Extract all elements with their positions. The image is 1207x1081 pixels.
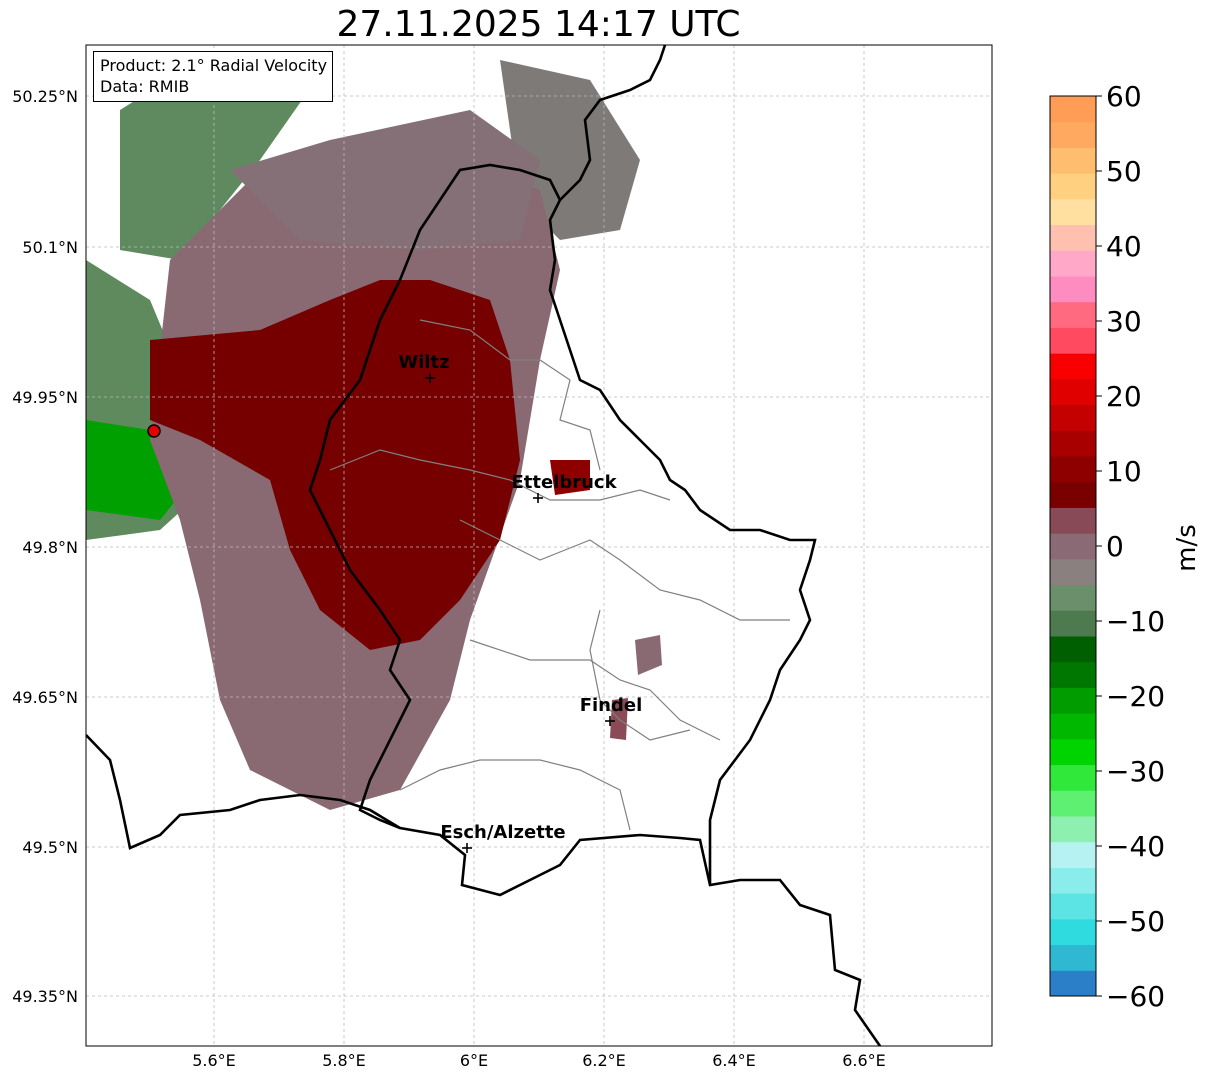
colorbar-segment xyxy=(1050,893,1096,920)
colorbar-segment xyxy=(1050,944,1096,971)
lon-tick: 5.6°E xyxy=(192,1051,236,1070)
colorbar-segment xyxy=(1050,738,1096,766)
lat-tick: 49.35°N xyxy=(12,987,78,1006)
city-label-wiltz: Wiltz xyxy=(398,352,449,373)
colorbar-segment xyxy=(1050,430,1096,457)
colorbar-segment xyxy=(1050,96,1096,123)
lon-tick: 6.6°E xyxy=(842,1051,886,1070)
colorbar-segment xyxy=(1050,584,1096,611)
colorbar-segment xyxy=(1050,790,1096,817)
lat-tick: 49.65°N xyxy=(12,688,78,707)
lat-tick: 50.25°N xyxy=(12,87,78,106)
product-info-box: Product: 2.1° Radial Velocity Data: RMIB xyxy=(93,51,334,102)
colorbar-segment xyxy=(1050,918,1096,946)
city-label-ettelbruck: Ettelbruck xyxy=(511,472,617,493)
colorbar-segment xyxy=(1050,481,1096,508)
colorbar-segment xyxy=(1050,533,1096,560)
colorbar-segment xyxy=(1050,970,1096,997)
colorbar-segment xyxy=(1050,147,1096,174)
map-title: 27.11.2025 14:17 UTC xyxy=(336,4,741,45)
city-labels: Wiltz Ettelbruck Findel Esch/Alzette xyxy=(398,352,642,843)
colorbar-tick-label: −40 xyxy=(1106,830,1165,863)
map-frame xyxy=(85,44,993,1047)
colorbar xyxy=(1050,96,1096,997)
echo-mauve-upper xyxy=(230,110,540,250)
echo-dark-red-core xyxy=(150,280,520,650)
lon-tick: 6°E xyxy=(460,1051,488,1070)
city-label-findel: Findel xyxy=(580,695,643,716)
colorbar-ticks xyxy=(1096,95,1102,997)
colorbar-segment xyxy=(1050,867,1096,894)
data-source-label: Data: RMIB xyxy=(100,77,190,96)
lon-tick: 6.4°E xyxy=(712,1051,756,1070)
colorbar-tick-label: 0 xyxy=(1106,530,1124,563)
echo-red-spot-ettelbruck xyxy=(550,460,590,495)
colorbar-segment xyxy=(1050,636,1096,663)
colorbar-tick-label: −60 xyxy=(1106,980,1165,1013)
city-marker-esch xyxy=(462,843,472,853)
colorbar-segment xyxy=(1050,713,1096,740)
colorbar-segment xyxy=(1050,610,1096,637)
colorbar-segment xyxy=(1050,250,1096,277)
lon-tick: 5.8°E xyxy=(322,1051,366,1070)
city-marker-wiltz xyxy=(425,373,435,383)
colorbar-tick-label: 30 xyxy=(1106,305,1142,338)
colorbar-tick-label: −50 xyxy=(1106,905,1165,938)
city-label-esch: Esch/Alzette xyxy=(440,822,565,843)
colorbar-segment xyxy=(1050,173,1096,200)
country-borders xyxy=(86,45,882,1046)
echo-mauve-findel xyxy=(635,635,662,675)
colorbar-segment xyxy=(1050,301,1096,328)
colorbar-tick-label: −10 xyxy=(1106,605,1165,638)
echo-green-north xyxy=(120,60,330,260)
canton-borders xyxy=(329,319,790,831)
colorbar-tick-label: −20 xyxy=(1106,680,1165,713)
colorbar-segment xyxy=(1050,764,1096,791)
city-marker-ettelbruck xyxy=(533,493,543,503)
lat-tick: 49.95°N xyxy=(12,388,78,407)
colorbar-tick-label: 20 xyxy=(1106,380,1142,413)
colorbar-tick-label: 40 xyxy=(1106,230,1142,263)
product-label: Product: 2.1° Radial Velocity xyxy=(100,56,328,75)
lat-tick: 49.8°N xyxy=(22,538,78,557)
colorbar-segment xyxy=(1050,404,1096,431)
colorbar-unit-label: m/s xyxy=(1172,524,1202,572)
lat-tick: 49.5°N xyxy=(22,838,78,857)
colorbar-segment xyxy=(1050,276,1096,303)
colorbar-segment xyxy=(1050,378,1096,406)
colorbar-segment xyxy=(1050,816,1096,843)
colorbar-segment xyxy=(1050,687,1096,714)
city-marker-findel xyxy=(605,716,615,726)
colorbar-tick-label: 50 xyxy=(1106,155,1142,188)
colorbar-segment xyxy=(1050,224,1096,251)
colorbar-segment xyxy=(1050,558,1096,586)
colorbar-segment xyxy=(1050,456,1096,483)
lat-tick: 50.1°N xyxy=(22,238,78,257)
colorbar-segment xyxy=(1050,327,1096,354)
radar-site-marker[interactable] xyxy=(147,424,161,438)
colorbar-segment xyxy=(1050,353,1096,380)
colorbar-tick-label: −30 xyxy=(1106,755,1165,788)
colorbar-segment xyxy=(1050,198,1096,226)
colorbar-tick-label: 10 xyxy=(1106,455,1142,488)
colorbar-segment xyxy=(1050,121,1096,148)
city-markers xyxy=(425,373,615,853)
colorbar-segment xyxy=(1050,661,1096,688)
colorbar-tick-label: 60 xyxy=(1106,80,1142,113)
colorbar-segment xyxy=(1050,841,1096,868)
lon-tick-labels: 5.6°E 5.8°E 6°E 6.2°E 6.4°E 6.6°E xyxy=(192,1051,886,1070)
colorbar-segment xyxy=(1050,507,1096,534)
radar-echo-layer xyxy=(86,60,662,810)
lon-tick: 6.2°E xyxy=(582,1051,626,1070)
lat-tick-labels: 50.25°N 50.1°N 49.95°N 49.8°N 49.65°N 49… xyxy=(12,87,78,1006)
colorbar-tick-labels: 60 50 40 30 20 10 0 −10 −20 −30 −40 −50 … xyxy=(1106,80,1165,1013)
